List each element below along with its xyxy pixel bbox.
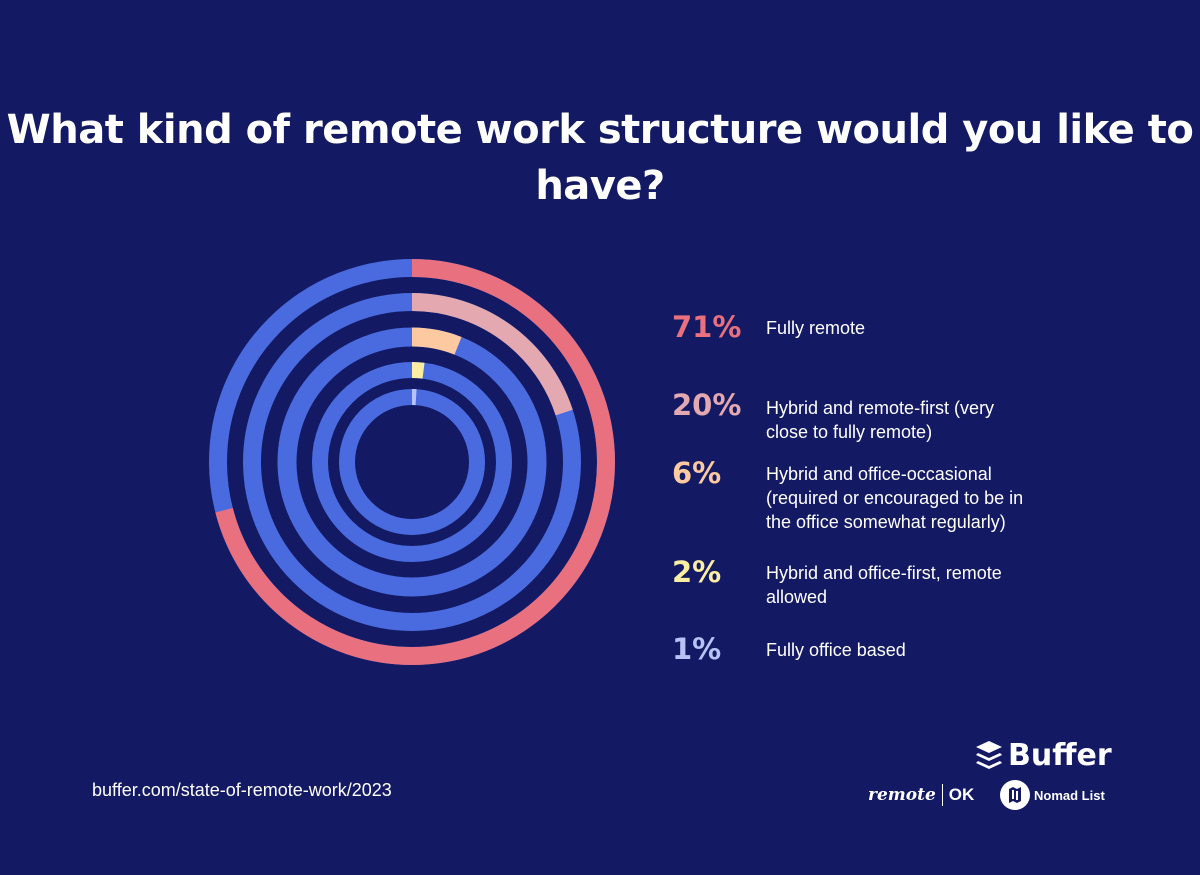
legend-item: 20% Hybrid and remote-first (very close … — [672, 390, 1026, 444]
ring-bar — [215, 259, 615, 665]
legend-percent: 6% — [672, 456, 722, 490]
legend-label: Fully office based — [766, 640, 906, 660]
legend-label: Hybrid and office-first, remote allowed — [766, 563, 1002, 607]
legend-item: 6% Hybrid and office-occasional (require… — [672, 458, 1046, 534]
ring-bar — [411, 293, 573, 416]
remote-wordmark: remote — [868, 785, 936, 805]
chart-title: What kind of remote work structure would… — [6, 107, 1194, 209]
nomad-wordmark: Nomad List — [1034, 787, 1105, 803]
legend-item: 2% Hybrid and office-first, remote allow… — [672, 557, 1036, 609]
nomadlist-logo: Nomad List — [1000, 780, 1105, 810]
legend-percent: 1% — [672, 632, 722, 666]
remoteok-logo: remote OK — [868, 784, 974, 806]
legend-item: 71% Fully remote — [672, 312, 1056, 342]
map-icon — [1000, 780, 1030, 810]
buffer-stack-icon — [976, 740, 1002, 769]
legend-label: Hybrid and remote-first (very close to f… — [766, 398, 995, 442]
buffer-wordmark: Buffer — [1008, 738, 1112, 773]
legend-label: Hybrid and office-occasional (required o… — [766, 464, 1024, 532]
legend-percent: 71% — [672, 310, 742, 344]
ring-bar — [411, 362, 425, 379]
legend-percent: 20% — [672, 388, 742, 422]
legend-label: Fully remote — [766, 318, 866, 338]
buffer-logo: Buffer — [974, 738, 1112, 773]
legend-item: 1% Fully office based — [672, 634, 1056, 664]
source-url: buffer.com/state-of-remote-work/2023 — [92, 780, 392, 800]
ring-track — [339, 389, 485, 535]
legend-percent: 2% — [672, 555, 722, 589]
ok-wordmark: OK — [948, 785, 975, 804]
ring-bar — [411, 327, 462, 355]
